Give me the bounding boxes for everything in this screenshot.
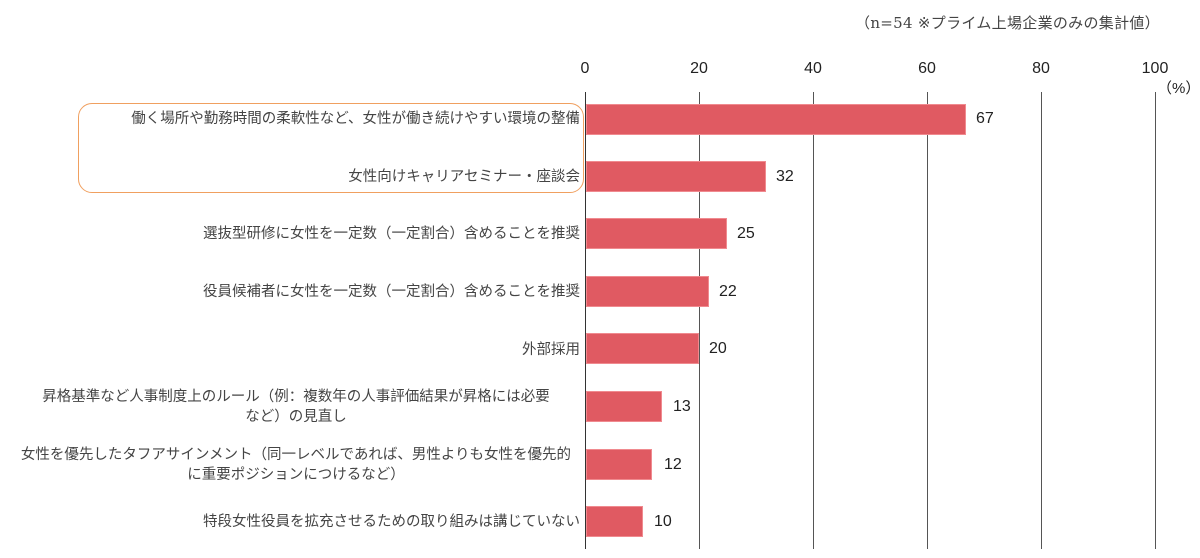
category-label: 昇格基準など人事制度上のルール（例：複数年の人事評価結果が昇格には必要 など）の…	[6, 387, 586, 427]
highlight-box	[78, 103, 584, 193]
category-label: 女性を優先したタフアサインメント（同一レベルであれば、男性よりも女性を優先的 に…	[6, 445, 586, 485]
gridline	[1041, 92, 1042, 549]
value-label: 12	[664, 456, 682, 473]
category-label-line: 女性を優先したタフアサインメント（同一レベルであれば、男性よりも女性を優先的	[20, 447, 572, 463]
tick-0: 0	[580, 60, 590, 77]
bar	[586, 449, 652, 480]
bar	[586, 391, 662, 422]
gridline	[927, 92, 928, 549]
category-label-line: 昇格基準など人事制度上のルール（例：複数年の人事評価結果が昇格には必要	[42, 389, 550, 405]
tick-100: 100	[1141, 60, 1169, 77]
value-label: 32	[776, 168, 794, 185]
bar	[586, 333, 699, 364]
gridline	[1155, 92, 1156, 549]
value-label: 13	[673, 398, 691, 415]
category-label: 選抜型研修に女性を一定数（一定割合）含めることを推奨	[203, 226, 580, 242]
gridline	[585, 92, 586, 549]
gridline	[813, 92, 814, 549]
bar	[586, 104, 966, 135]
sample-note: （n=54 ※プライム上場企業のみの集計値）	[855, 14, 1160, 32]
value-label: 10	[654, 513, 672, 530]
gridline	[699, 92, 700, 549]
value-label: 67	[976, 110, 994, 127]
value-label: 20	[709, 340, 727, 357]
category-label: 特段女性役員を拡充させるための取り組みは講じていない	[203, 514, 580, 530]
tick-20: 20	[690, 60, 708, 77]
tick-40: 40	[804, 60, 822, 77]
bar	[586, 218, 727, 249]
category-label-line: など）の見直し	[245, 409, 347, 425]
category-label: 外部採用	[522, 342, 580, 358]
category-label: 働く場所や勤務時間の柔軟性など、女性が働き続けやすい環境の整備	[131, 111, 580, 127]
category-label: 役員候補者に女性を一定数（一定割合）含めることを推奨	[203, 284, 580, 300]
tick-80: 80	[1032, 60, 1050, 77]
bar	[586, 161, 766, 192]
value-label: 25	[737, 225, 755, 242]
bar	[586, 276, 709, 307]
value-label: 22	[719, 283, 737, 300]
category-label: 女性向けキャリアセミナー・座談会	[348, 169, 580, 185]
axis-unit: （%）	[1157, 80, 1200, 97]
tick-60: 60	[918, 60, 936, 77]
category-label-line: に重要ポジションにつけるなど）	[187, 467, 405, 483]
bar	[586, 506, 643, 537]
